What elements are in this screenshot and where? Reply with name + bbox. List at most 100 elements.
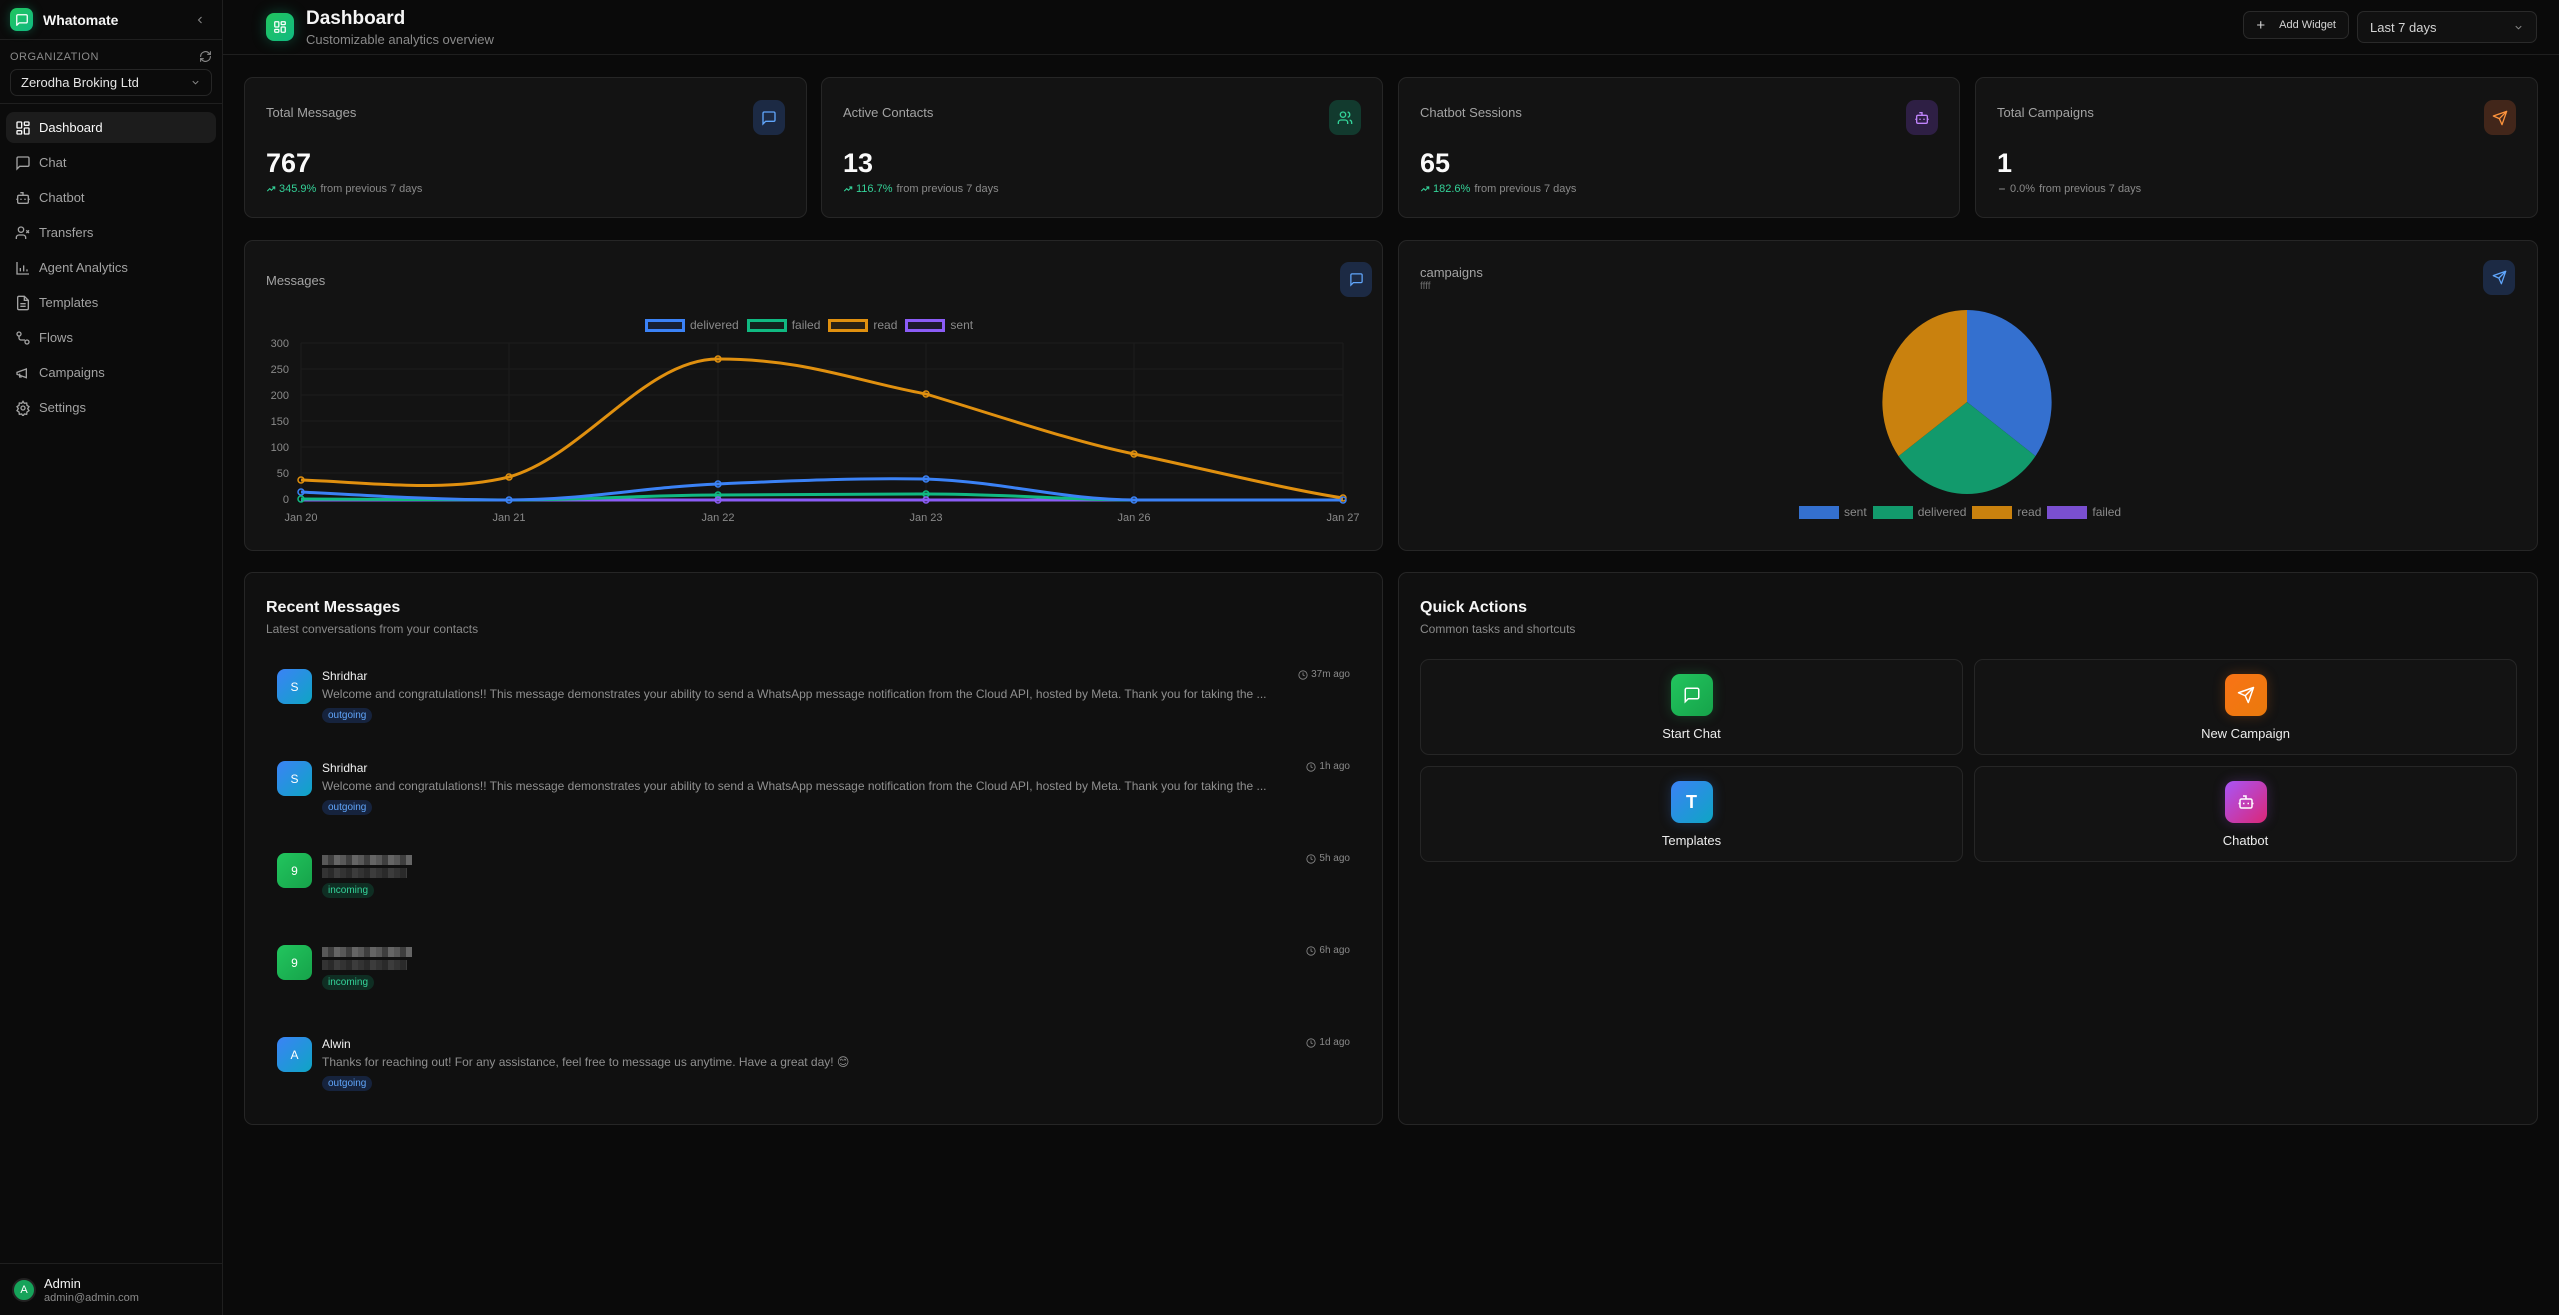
bar-chart-icon [16, 261, 29, 275]
direction-badge: incoming [322, 883, 375, 898]
organization-select[interactable]: Zerodha Broking Ltd [10, 69, 212, 96]
sidebar-item-flows[interactable]: Flows [6, 322, 216, 353]
stat-title: Total Messages [266, 105, 357, 120]
sidebar-item-label: Settings [39, 400, 86, 415]
legend-item[interactable]: failed [2047, 505, 2121, 519]
date-range-selected: Last 7 days [2370, 19, 2437, 35]
sidebar-item-label: Agent Analytics [39, 260, 128, 275]
add-widget-button[interactable]: + Add Widget [2243, 11, 2349, 39]
brand: Whatomate [0, 0, 222, 40]
stat-change: 345.9% from previous 7 days [266, 183, 422, 195]
gear-icon [16, 399, 30, 416]
add-widget-label: Add Widget [2279, 19, 2336, 31]
sidebar-item-transfers[interactable]: Transfers [6, 217, 216, 248]
sidebar-item-dashboard[interactable]: Dashboard [6, 112, 216, 143]
list-item[interactable]: S Shridhar Welcome and congratulations!!… [277, 669, 1350, 739]
sidebar-item-chat[interactable]: Chat [6, 147, 216, 178]
users-icon [1329, 100, 1361, 135]
sidebar-item-campaigns[interactable]: Campaigns [6, 357, 216, 388]
trending-up-icon [843, 186, 853, 192]
section-title: Recent Messages [266, 599, 401, 616]
chat-icon [1670, 674, 1713, 716]
legend-item[interactable]: read [828, 318, 897, 332]
avatar: A [277, 1037, 312, 1072]
clock-icon [1306, 853, 1316, 864]
quick-action-label: Chatbot [2222, 833, 2269, 848]
start-chat-button[interactable]: Start Chat [1420, 659, 1963, 755]
campaigns-chart-widget: campaigns ffff sent delivered read faile… [1398, 240, 2538, 551]
legend-item[interactable]: delivered [645, 318, 739, 332]
page-header: Dashboard Customizable analytics overvie… [223, 0, 2559, 55]
list-item[interactable]: 9 incoming 5h ago [277, 853, 1350, 923]
svg-text:100: 100 [271, 442, 289, 454]
quick-action-label: New Campaign [2201, 726, 2290, 741]
send-icon [2484, 100, 2516, 135]
sidebar-item-label: Templates [39, 295, 99, 310]
organization-selected: Zerodha Broking Ltd [21, 75, 139, 90]
list-item[interactable]: A Alwin Thanks for reaching out! For any… [277, 1037, 1350, 1107]
megaphone-icon [16, 367, 27, 379]
widget-settings-button[interactable] [2483, 260, 2515, 295]
dashboard-icon [16, 120, 30, 135]
legend-item[interactable]: read [1972, 505, 2041, 519]
svg-text:250: 250 [271, 364, 289, 376]
quick-actions-card: Quick Actions Common tasks and shortcuts… [1398, 572, 2538, 1125]
list-item[interactable]: S Shridhar Welcome and congratulations!!… [277, 761, 1350, 831]
sidebar-item-label: Transfers [39, 225, 94, 240]
timestamp: 5h ago [1306, 853, 1350, 864]
sidebar-item-agent-analytics[interactable]: Agent Analytics [6, 252, 216, 283]
stat-card-total-messages: Total Messages 767 345.9% from previous … [244, 77, 807, 218]
series-delivered [300, 477, 1343, 502]
clock-icon [1298, 669, 1308, 680]
svg-text:300: 300 [271, 338, 289, 350]
avatar: S [277, 669, 312, 704]
legend-item[interactable]: sent [1799, 505, 1867, 519]
widget-settings-button[interactable] [1340, 262, 1372, 297]
templates-button[interactable]: T Templates [1420, 766, 1963, 862]
legend-item[interactable]: delivered [1872, 505, 1966, 519]
avatar: S [277, 761, 312, 796]
section-subtitle: Common tasks and shortcuts [1420, 622, 1576, 636]
avatar: A [12, 1277, 36, 1302]
sidebar-item-settings[interactable]: Settings [6, 392, 216, 423]
sidebar-item-templates[interactable]: Templates [6, 287, 216, 318]
legend-item[interactable]: sent [905, 318, 973, 332]
svg-text:Jan 23: Jan 23 [909, 512, 942, 524]
quick-action-label: Start Chat [1662, 726, 1721, 741]
timestamp: 37m ago [1298, 669, 1350, 680]
new-campaign-button[interactable]: New Campaign [1974, 659, 2517, 755]
message-icon [753, 100, 785, 135]
collapse-sidebar-button[interactable] [194, 14, 212, 26]
svg-text:Jan 22: Jan 22 [701, 512, 734, 524]
clock-icon [1306, 945, 1316, 956]
legend-item[interactable]: failed [746, 318, 820, 332]
stat-card-chatbot-sessions: Chatbot Sessions 65 182.6% from previous… [1398, 77, 1960, 218]
app-name: Whatomate [43, 11, 119, 28]
section-title: Quick Actions [1420, 599, 1527, 616]
stat-value: 1 [1997, 148, 2013, 178]
page-title: Dashboard [306, 7, 406, 29]
sidebar-item-chatbot[interactable]: Chatbot [6, 182, 216, 213]
widget-title: campaigns [1420, 265, 1483, 280]
redacted-name [322, 855, 412, 865]
sidebar-nav: Dashboard Chat Chatbot Transfers Agent A… [0, 104, 222, 435]
user-name: Admin [44, 1275, 81, 1291]
date-range-select[interactable]: Last 7 days [2357, 11, 2537, 43]
svg-text:Jan 20: Jan 20 [284, 512, 317, 524]
y-axis: 300 250 200 150 100 50 0 [271, 338, 289, 506]
organization-label: ORGANIZATION [10, 50, 99, 63]
user-profile[interactable]: A Admin admin@admin.com [0, 1263, 222, 1315]
sidebar-item-label: Dashboard [39, 120, 103, 135]
svg-text:0: 0 [283, 494, 289, 506]
templates-icon: T [1670, 781, 1713, 823]
refresh-organization-button[interactable] [199, 50, 212, 63]
sidebar-item-label: Chat [39, 155, 67, 170]
bot-icon [16, 191, 30, 204]
messages-line-chart: 300 250 200 150 100 50 0 Jan 20 Jan 21 J… [271, 338, 1360, 524]
chat-logo-icon [10, 8, 33, 31]
direction-badge: outgoing [322, 708, 373, 723]
chart-legend: delivered failed read sent [645, 318, 973, 332]
list-item[interactable]: 9 incoming 6h ago [277, 945, 1350, 1015]
chatbot-button[interactable]: Chatbot [1974, 766, 2517, 862]
minus-icon [1999, 188, 2005, 190]
